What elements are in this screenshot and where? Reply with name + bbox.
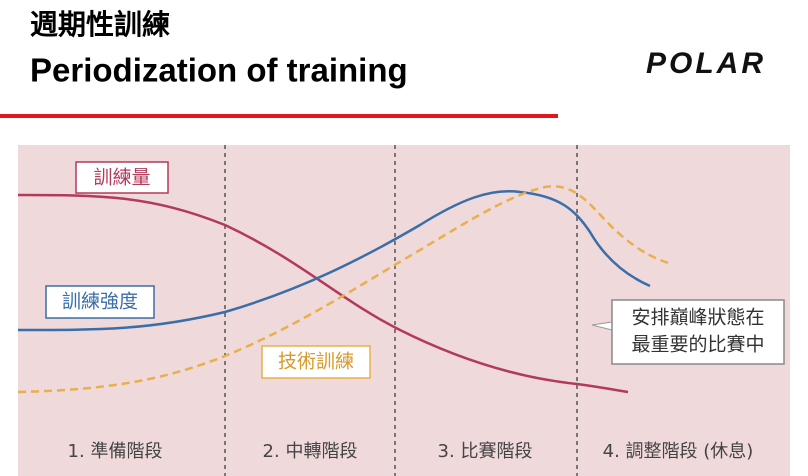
intensity-curve bbox=[17, 190, 651, 332]
title-zh: 週期性訓練 bbox=[30, 8, 170, 41]
callout-box bbox=[611, 299, 785, 365]
title-rule bbox=[0, 114, 558, 118]
phase-dividers bbox=[224, 145, 578, 476]
phase-label: 3. 比賽階段 bbox=[438, 440, 533, 462]
curve-label: 訓練強度 bbox=[62, 291, 138, 313]
curve-label: 訓練量 bbox=[93, 167, 150, 189]
phase-label: 4. 調整階段 (休息) bbox=[603, 441, 754, 462]
volume-curve bbox=[17, 193, 629, 394]
label-box bbox=[261, 345, 371, 379]
logo: POLAR bbox=[646, 47, 766, 80]
phase-label: 1. 準備階段 bbox=[68, 441, 163, 462]
callout-text: 安排巔峰狀態在 bbox=[631, 307, 764, 329]
phase-label: 2. 中轉階段 bbox=[263, 441, 358, 462]
callout-text: 最重要的比賽中 bbox=[631, 334, 764, 356]
curve-label: 技術訓練 bbox=[278, 351, 354, 373]
label-box bbox=[45, 285, 155, 319]
label-box bbox=[75, 161, 169, 194]
title-en: Periodization of training bbox=[30, 52, 408, 89]
technique-curve bbox=[17, 185, 673, 394]
